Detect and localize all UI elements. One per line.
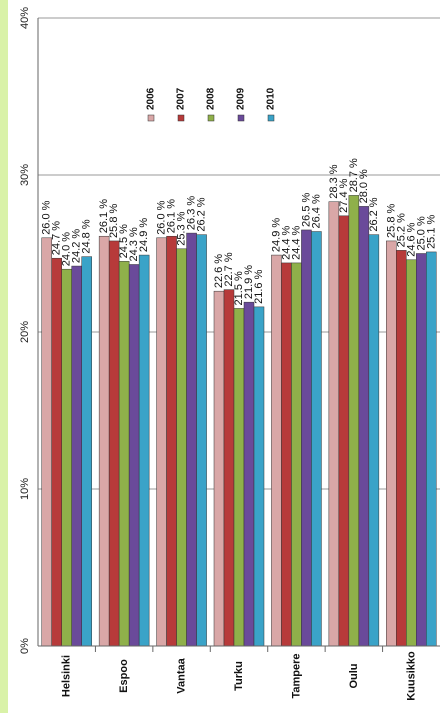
data-label: 24.6 %	[405, 222, 417, 256]
axes: 0% 10% 20% 30% 40% Helsinki Espoo Vantaa Turku Ta…	[19, 7, 440, 701]
bar	[243, 301, 255, 647]
data-label: 21.5 %	[233, 271, 245, 305]
data-label: 24.9 %	[270, 218, 282, 252]
chart-frame: 0% 10% 20% 30% 40% Helsinki Espoo Vantaa Turku Ta…	[8, 0, 440, 713]
data-label: 26.1 %	[166, 199, 178, 233]
data-label: 27.4 %	[338, 178, 350, 212]
data-label: 24.4 %	[280, 225, 292, 259]
legend-label: 2007	[176, 87, 187, 110]
data-label: 21.9 %	[243, 265, 255, 299]
legend-label: 2008	[206, 87, 217, 110]
legend: 2006 2007 2008 2009 2010	[146, 87, 277, 122]
data-label: 26.0 %	[41, 200, 53, 234]
bar	[328, 201, 340, 647]
bar	[368, 234, 380, 647]
data-label: 24.2 %	[71, 229, 83, 263]
data-label: 24.7 %	[51, 221, 63, 255]
bar	[81, 256, 92, 647]
data-label: 26.0 %	[156, 200, 168, 234]
bar	[311, 231, 322, 647]
category-label: Vantaa	[176, 657, 188, 693]
y-tick-label: 40%	[19, 7, 31, 29]
data-label: 26.3 %	[186, 196, 198, 230]
bar	[233, 308, 245, 647]
bar	[358, 206, 370, 647]
y-tick-label: 30%	[19, 164, 31, 186]
legend-swatch	[207, 114, 215, 122]
data-label: 22.6 %	[213, 254, 225, 288]
data-label: 24.5 %	[118, 224, 130, 258]
bar	[291, 262, 302, 647]
legend-label: 2006	[146, 87, 157, 110]
y-tick-label: 0%	[19, 638, 31, 654]
category-label: Turku	[233, 661, 245, 691]
bar	[426, 251, 437, 647]
bar	[281, 262, 292, 647]
bar	[386, 240, 397, 647]
bar	[61, 268, 72, 647]
data-label: 28.3 %	[328, 164, 340, 198]
data-label: 22.7 %	[223, 252, 235, 286]
legend-swatch	[177, 114, 185, 122]
legend-swatch	[147, 114, 155, 122]
data-label: 26.4 %	[310, 194, 322, 228]
bar	[301, 229, 312, 647]
data-label: 25.3 %	[176, 211, 188, 245]
data-label: 25.8 %	[385, 203, 397, 237]
bars	[41, 195, 437, 647]
bar	[41, 237, 52, 647]
bar	[71, 265, 82, 647]
data-label: 25.8 %	[108, 203, 120, 237]
category-label: Tampere	[290, 653, 302, 698]
bar	[348, 195, 360, 647]
category-label: Kuusikko	[405, 651, 417, 701]
bar	[51, 257, 62, 647]
data-label: 24.9 %	[138, 218, 150, 252]
bar	[166, 235, 177, 647]
category-label: Oulu	[348, 663, 360, 688]
data-label: 26.2 %	[368, 197, 380, 231]
data-label: 24.0 %	[61, 232, 73, 266]
data-label: 25.0 %	[415, 216, 427, 250]
bar	[98, 235, 110, 647]
data-label: 28.0 %	[358, 169, 370, 203]
data-label: 24.4 %	[290, 225, 302, 259]
data-label: 26.2 %	[196, 197, 208, 231]
bar	[128, 264, 140, 647]
category-label: Helsinki	[61, 655, 73, 697]
data-label: 26.1 %	[98, 199, 110, 233]
legend-label: 2010	[266, 87, 277, 110]
bar	[176, 248, 187, 647]
legend-label: 2009	[236, 87, 247, 110]
bar	[253, 306, 265, 647]
bar	[406, 259, 417, 647]
legend-swatch	[267, 114, 275, 122]
data-label: 24.3 %	[128, 227, 140, 261]
data-labels: 26.0 %24.7 %24.0 %24.2 %24.8 %26.1 %25.8…	[41, 158, 438, 306]
bar	[138, 254, 150, 647]
bar	[223, 289, 235, 647]
bar	[396, 250, 407, 647]
bar	[338, 215, 350, 647]
data-label: 28.7 %	[348, 158, 360, 192]
data-label: 24.8 %	[81, 219, 93, 253]
bar	[118, 261, 130, 647]
bar	[416, 253, 427, 647]
category-label: Espoo	[118, 659, 130, 693]
y-tick-label: 20%	[19, 321, 31, 343]
data-label: 25.1 %	[425, 214, 437, 248]
data-label: 26.5 %	[300, 192, 312, 226]
data-label: 25.2 %	[395, 213, 407, 247]
bar	[108, 240, 120, 647]
bar	[271, 254, 282, 647]
bar	[196, 234, 207, 647]
bar	[186, 232, 197, 647]
bar-chart: 0% 10% 20% 30% 40% Helsinki Espoo Vantaa Turku Ta…	[19, 7, 440, 701]
data-label: 21.6 %	[253, 269, 265, 303]
bar	[156, 237, 167, 647]
bar	[213, 290, 225, 647]
legend-swatch	[237, 114, 245, 122]
y-tick-label: 10%	[19, 478, 31, 500]
